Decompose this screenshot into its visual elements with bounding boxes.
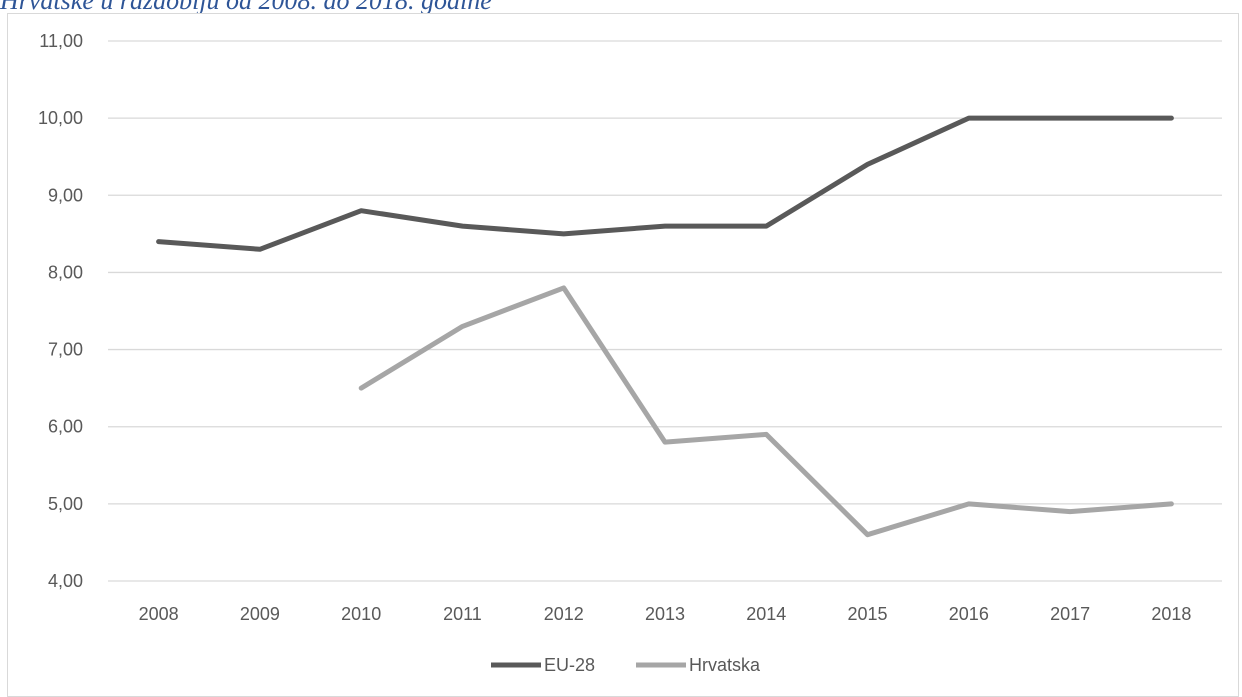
y-tick-label: 5,00 <box>48 494 83 514</box>
series-lines <box>156 115 1174 538</box>
x-tick-label: 2016 <box>949 604 989 624</box>
x-tick-label: 2015 <box>848 604 888 624</box>
gridlines <box>108 40 1222 582</box>
legend-label-eu-28: EU-28 <box>544 655 595 675</box>
x-tick-label: 2012 <box>544 604 584 624</box>
y-tick-label: 6,00 <box>48 417 83 437</box>
y-tick-label: 11,00 <box>39 31 83 51</box>
y-tick-label: 8,00 <box>48 262 83 282</box>
x-tick-label: 2010 <box>341 604 381 624</box>
y-tick-label: 4,00 <box>48 571 83 591</box>
x-tick-label: 2011 <box>443 604 482 624</box>
legend: EU-28 Hrvatska <box>491 655 761 675</box>
y-tick-label: 10,00 <box>38 108 83 128</box>
x-tick-label: 2017 <box>1050 604 1090 624</box>
x-tick-label: 2009 <box>240 604 280 624</box>
x-tick-label: 2013 <box>645 604 685 624</box>
x-tick-label: 2014 <box>746 604 786 624</box>
figure-caption: Hrvatske u razdoblju od 2008. do 2018. g… <box>0 0 492 15</box>
y-tick-label: 9,00 <box>48 185 83 205</box>
chart-area <box>7 13 1239 697</box>
series-line-hrvatska <box>358 285 1174 538</box>
legend-label-hrvatska: Hrvatska <box>689 655 761 675</box>
y-axis-ticks: 4,00 5,00 6,00 7,00 8,00 9,00 10,00 11,00 <box>38 31 83 591</box>
x-axis-ticks: 2008 2009 2010 2011 2012 2013 2014 2015 2016 2017… <box>139 604 1192 624</box>
x-tick-label: 2008 <box>139 604 179 624</box>
y-tick-label: 7,00 <box>48 340 83 360</box>
x-tick-label: 2018 <box>1151 604 1191 624</box>
series-line-eu-28 <box>156 115 1174 252</box>
